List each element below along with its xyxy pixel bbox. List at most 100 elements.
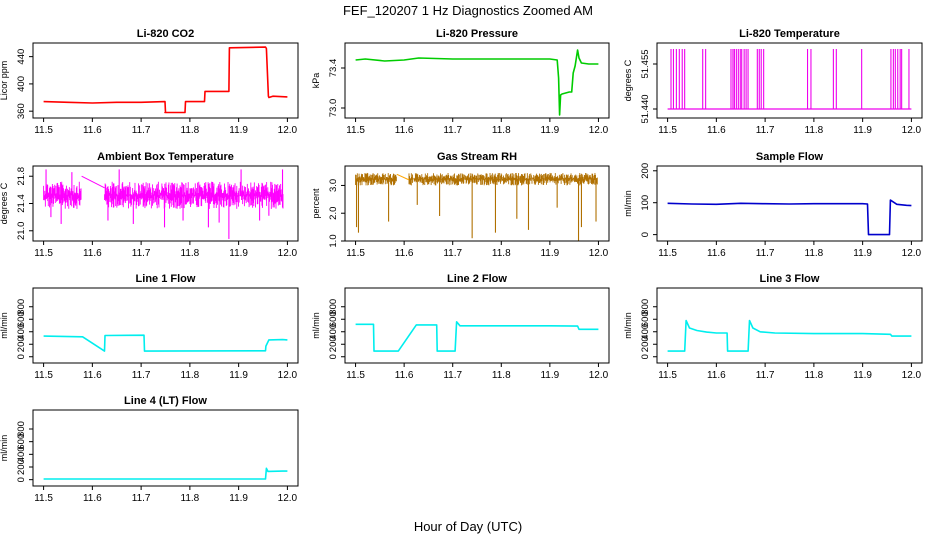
panel-y-axis-label: ml/min xyxy=(0,312,9,339)
chart-panel-5: Gas Stream RH percent 11.5 11.6 11.7 11.8 11.9… xyxy=(311,151,610,259)
plot-area xyxy=(355,321,599,352)
y-tick-label: 800 xyxy=(16,299,27,315)
x-tick-label: 11.8 xyxy=(492,370,511,381)
x-tick-label: 11.6 xyxy=(83,493,102,504)
y-tick-label: 600 xyxy=(640,311,651,327)
panel-y-axis-label: Licor ppm xyxy=(0,61,9,101)
panel-title: Sample Flow xyxy=(756,151,824,163)
x-tick-label: 12.0 xyxy=(278,125,298,136)
x-tick-label: 12.0 xyxy=(278,493,298,504)
y-tick-label: 0 xyxy=(16,354,27,359)
plot-frame xyxy=(32,287,299,364)
panel-title: Line 4 (LT) Flow xyxy=(124,395,207,407)
panel-title: Line 1 Flow xyxy=(136,273,196,285)
y-tick-label: 21.8 xyxy=(16,167,27,186)
series-line xyxy=(43,46,288,114)
x-tick-label: 11.7 xyxy=(756,248,775,259)
y-tick-label: 400 xyxy=(328,324,339,340)
x-tick-label: 11.6 xyxy=(395,370,414,381)
x-tick-label: 11.9 xyxy=(229,493,248,504)
y-tick-label: 800 xyxy=(640,299,651,315)
y-tick-label: 400 xyxy=(16,76,27,92)
noise-band xyxy=(43,181,284,209)
series-line xyxy=(43,467,288,480)
x-tick-label: 11.6 xyxy=(707,370,726,381)
chart-panel-10: Line 4 (LT) Flow ml/min 11.5 11.6 11.7 11.8 11… xyxy=(0,395,299,504)
y-tick-label: 100 xyxy=(640,195,651,211)
figure-title: FEF_120207 1 Hz Diagnostics Zoomed AM xyxy=(343,3,593,18)
x-tick-label: 12.0 xyxy=(278,370,298,381)
plot-area xyxy=(355,49,599,116)
y-tick-label: 600 xyxy=(16,311,27,327)
series-line xyxy=(355,321,599,352)
chart-panel-9: Line 3 Flow ml/min 11.5 11.6 11.7 11.8 11.9 12.… xyxy=(623,273,923,381)
x-tick-label: 11.5 xyxy=(34,493,53,504)
series-line xyxy=(355,49,599,116)
x-tick-label: 11.7 xyxy=(443,248,462,259)
x-tick-label: 12.0 xyxy=(589,125,609,136)
x-tick-label: 11.7 xyxy=(756,370,775,381)
plot-area xyxy=(43,169,284,239)
y-tick-label: 21.0 xyxy=(16,222,27,241)
y-tick-label: 200 xyxy=(16,459,27,475)
panel-y-axis-label: degrees C xyxy=(0,182,9,224)
x-tick-label: 11.8 xyxy=(181,370,200,381)
x-tick-label: 12.0 xyxy=(278,248,298,259)
plot-area xyxy=(667,319,912,352)
y-tick-label: 0 xyxy=(328,354,339,359)
plot-frame xyxy=(32,409,299,487)
x-tick-label: 11.9 xyxy=(229,248,248,259)
y-tick-label: 0 xyxy=(640,232,651,237)
x-tick-label: 11.5 xyxy=(34,248,53,259)
x-tick-label: 11.9 xyxy=(229,370,248,381)
x-tick-label: 11.7 xyxy=(132,125,151,136)
plot-area xyxy=(355,172,598,241)
y-tick-label: 400 xyxy=(640,324,651,340)
panel-y-axis-label: ml/min xyxy=(0,435,9,462)
x-tick-label: 11.9 xyxy=(853,125,872,136)
y-tick-label: 800 xyxy=(328,299,339,315)
x-tick-label: 11.8 xyxy=(181,248,200,259)
y-tick-label: 360 xyxy=(16,103,27,119)
series-line xyxy=(43,334,288,352)
x-tick-label: 11.7 xyxy=(756,125,775,136)
series-line xyxy=(667,319,912,352)
panel-title: Ambient Box Temperature xyxy=(97,151,234,163)
x-tick-label: 11.5 xyxy=(34,370,53,381)
plot-frame xyxy=(344,42,610,119)
y-tick-label: 400 xyxy=(16,324,27,340)
chart-panel-2: Li-820 Pressure kPa 11.5 11.6 11.7 11.8 11.9 12… xyxy=(311,28,610,136)
panel-y-axis-label: kPa xyxy=(311,73,321,89)
x-tick-label: 12.0 xyxy=(589,370,609,381)
y-tick-label: 1.0 xyxy=(328,234,339,247)
y-tick-label: 200 xyxy=(640,336,651,352)
x-tick-label: 11.5 xyxy=(346,370,365,381)
plot-area xyxy=(667,49,912,110)
y-tick-label: 600 xyxy=(16,434,27,450)
y-tick-label: 0 xyxy=(16,477,27,482)
y-tick-label: 200 xyxy=(640,163,651,179)
plot-frame xyxy=(656,165,923,242)
x-tick-label: 11.9 xyxy=(229,125,248,136)
x-tick-label: 11.8 xyxy=(181,493,200,504)
plot-frame xyxy=(656,287,923,364)
y-tick-label: 51.455 xyxy=(640,49,651,78)
series-line xyxy=(667,199,912,236)
x-tick-label: 11.5 xyxy=(346,125,365,136)
plot-frame xyxy=(32,42,299,119)
x-tick-label: 11.8 xyxy=(805,248,824,259)
panel-y-axis-label: ml/min xyxy=(623,190,633,217)
chart-panel-7: Line 1 Flow ml/min 11.5 11.6 11.7 11.8 11.9 12.… xyxy=(0,273,299,381)
x-tick-label: 12.0 xyxy=(589,248,609,259)
x-tick-label: 11.9 xyxy=(540,125,559,136)
x-tick-label: 11.6 xyxy=(83,248,102,259)
panel-title: Li-820 CO2 xyxy=(137,28,194,40)
y-tick-label: 600 xyxy=(328,311,339,327)
chart-panels: Li-820 CO2 Licor ppm 11.5 11.6 11.7 11.8 11.9 1… xyxy=(0,28,923,504)
y-tick-label: 200 xyxy=(16,336,27,352)
panel-title: Li-820 Pressure xyxy=(436,28,518,40)
plot-area xyxy=(43,467,288,480)
panel-title: Li-820 Temperature xyxy=(739,28,840,40)
x-tick-label: 11.6 xyxy=(707,248,726,259)
x-tick-label: 11.9 xyxy=(853,248,872,259)
